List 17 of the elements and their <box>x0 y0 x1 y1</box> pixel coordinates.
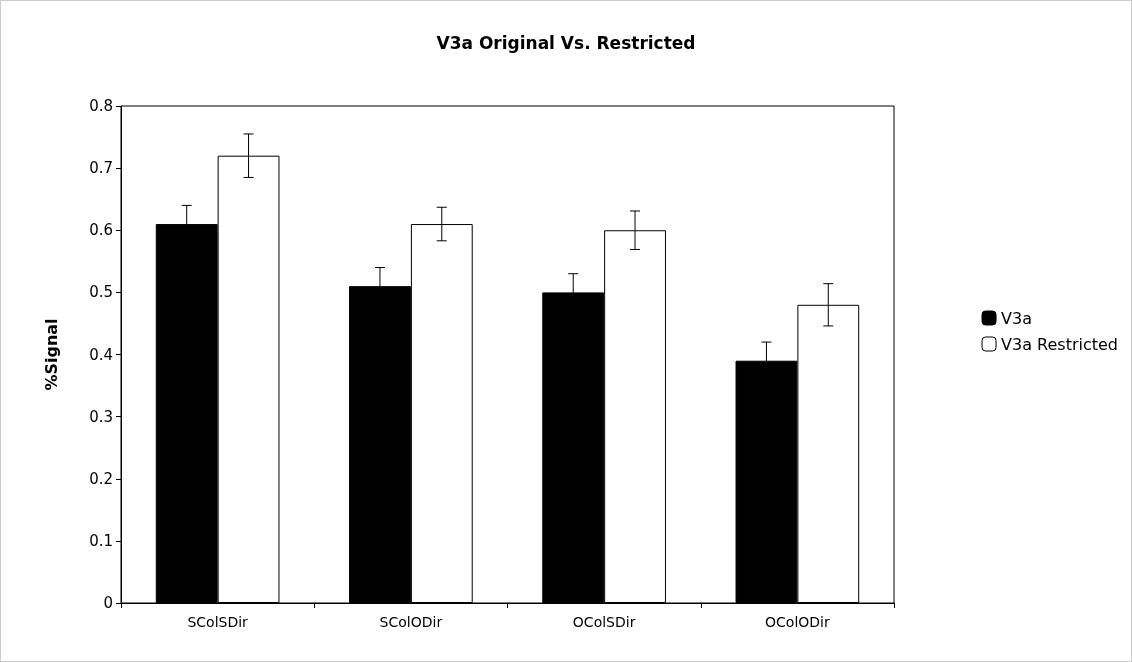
legend-label: V3a Restricted <box>1001 334 1119 354</box>
y-tick-label: 0 <box>103 594 113 612</box>
y-tick-label: 0.8 <box>89 97 113 115</box>
legend-label: V3a <box>1001 308 1032 328</box>
x-tick-label: SColODir <box>379 614 443 630</box>
y-tick-label: 0.5 <box>89 283 113 302</box>
y-tick-label: 0.2 <box>89 469 113 488</box>
y-tick-label: 0.4 <box>89 345 113 364</box>
y-tick-label: 0.6 <box>89 221 113 240</box>
x-tick-label: OColSDir <box>572 614 636 630</box>
y-tick-label: 0.7 <box>89 159 113 178</box>
chart-title: V3a Original Vs. Restricted <box>436 32 696 53</box>
x-tick-label: SColSDir <box>187 614 249 630</box>
x-tick-label: OColODir <box>765 614 830 630</box>
y-tick-label: 0.1 <box>89 531 113 550</box>
y-axis-title: %Signal <box>41 318 61 391</box>
y-tick-label: 0.3 <box>89 407 113 426</box>
